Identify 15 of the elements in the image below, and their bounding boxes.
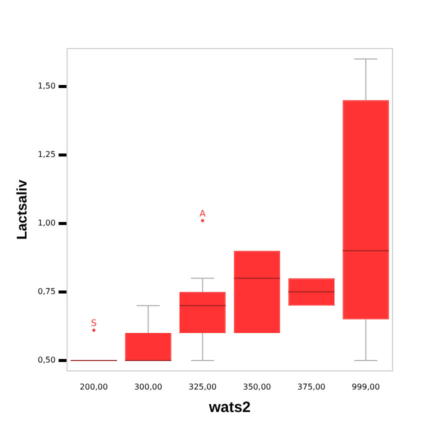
- x-tick-label: 300,00: [134, 382, 162, 392]
- x-tick-label: 325,00: [188, 382, 217, 392]
- y-tick-label: 0,50: [38, 356, 56, 365]
- x-tick-label: 999,00: [352, 382, 380, 392]
- y-tick-label: 1,50: [38, 81, 56, 90]
- y-tick-label: 1,00: [38, 218, 56, 228]
- y-axis-title: Lactsaliv: [13, 180, 30, 240]
- x-tick-label: 200,00: [80, 382, 108, 392]
- x-axis-title: wats2: [208, 399, 251, 416]
- y-tick-label: 0,75: [38, 287, 56, 296]
- x-tick-label: 375,00: [297, 382, 326, 392]
- x-tick-label: 350,00: [243, 382, 272, 392]
- annotation: A: [200, 210, 207, 220]
- annotation: S: [90, 319, 97, 330]
- y-tick-label: 1,25: [38, 150, 56, 159]
